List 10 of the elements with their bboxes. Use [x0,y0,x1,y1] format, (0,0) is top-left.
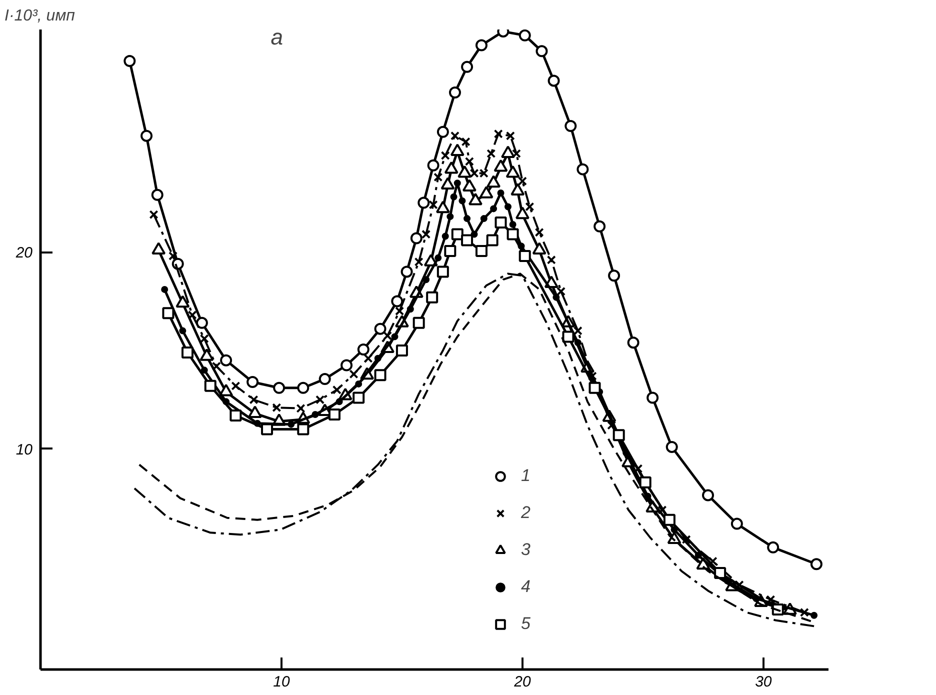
x-tick-label: 10 [273,674,290,690]
legend-label: 4 [521,577,532,597]
y-axis-title: I·10³, имп [4,8,76,24]
legend-label: 1 [521,466,532,486]
legend-label: 5 [521,614,532,634]
annotation: а [270,24,284,50]
x-tick-label: 20 [513,674,532,690]
legend-label: 3 [521,540,532,560]
legend-label: 2 [521,503,532,523]
x-tick-label: 30 [755,674,772,690]
